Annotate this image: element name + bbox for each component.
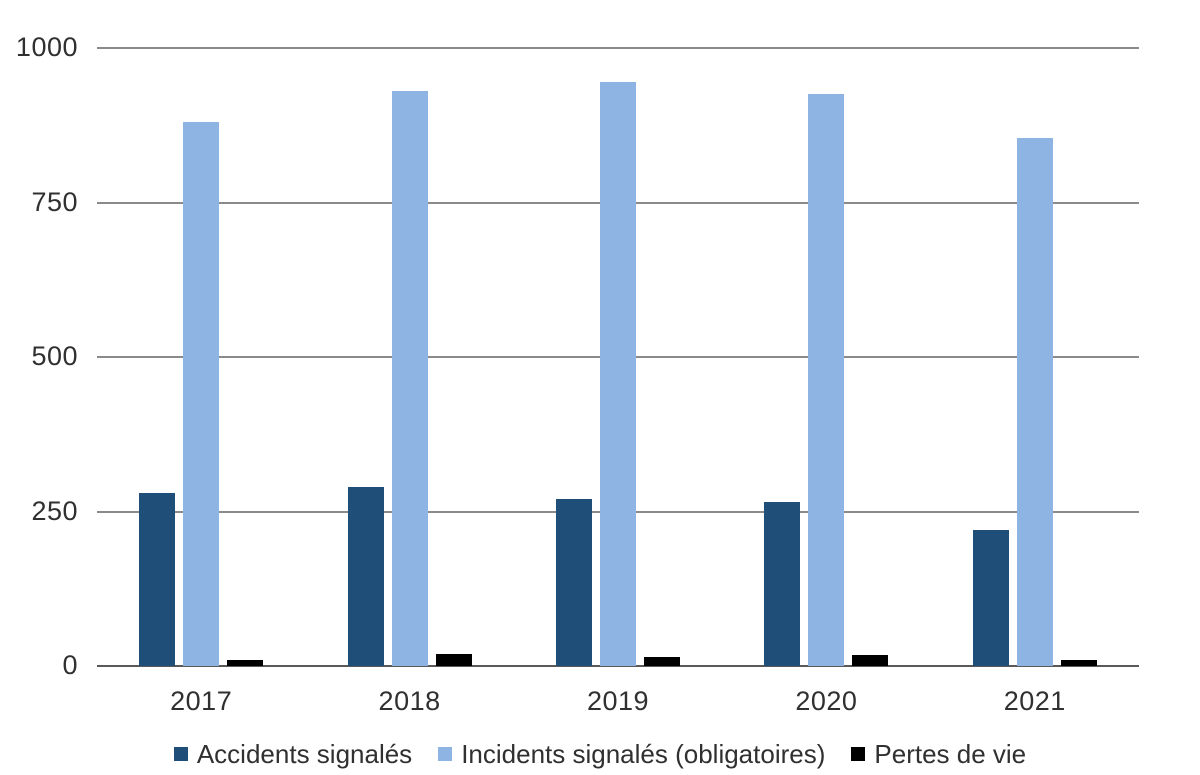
bar-group-2020 [764, 94, 889, 666]
bar-pertes-de-vie-2019 [644, 657, 680, 666]
bar-incidents-2018 [391, 91, 428, 666]
bar-pertes-de-vie-2017 [227, 660, 264, 666]
bar-group-2021 [972, 138, 1097, 666]
bar-incidents-2019 [600, 82, 636, 666]
bar-accidents-2017 [139, 493, 176, 666]
bar-group-2018 [347, 91, 472, 666]
legend-label-pertes-de-vie: Pertes de vie [874, 739, 1027, 769]
x-axis-label-2018: 2018 [378, 686, 441, 716]
legend-swatch-incidents [438, 747, 453, 762]
bar-pertes-de-vie-2021 [1060, 660, 1097, 666]
bar-accidents-2021 [972, 530, 1009, 666]
bar-incidents-2020 [808, 94, 845, 666]
bar-group-2017 [139, 122, 264, 666]
y-axis-label-0: 0 [62, 649, 78, 680]
legend-swatch-accidents [173, 747, 188, 762]
legend-item-accidents: Accidents signalés [173, 739, 413, 769]
bar-accidents-2018 [347, 487, 384, 666]
legend-swatch-pertes-de-vie [851, 747, 866, 762]
x-axis-label-2020: 2020 [795, 686, 858, 716]
chart-legend: Accidents signalés Incidents signalés (ob… [0, 740, 1200, 769]
x-axis-label-2019: 2019 [586, 686, 650, 716]
legend-label-accidents: Accidents signalés [196, 739, 413, 769]
y-axis-label-500: 500 [31, 340, 78, 371]
bar-accidents-2019 [556, 499, 592, 666]
legend-label-incidents: Incidents signalés (obligatoires) [461, 739, 826, 769]
legend-item-pertes-de-vie: Pertes de vie [851, 740, 1026, 769]
bar-pertes-de-vie-2020 [852, 655, 889, 666]
y-axis-label-250: 250 [31, 495, 78, 526]
gridline-1000 [97, 47, 1139, 49]
bar-incidents-2017 [183, 122, 220, 666]
bar-incidents-2021 [1016, 138, 1053, 666]
bar-pertes-de-vie-2018 [435, 654, 472, 666]
x-axis-label-2021: 2021 [1003, 686, 1066, 716]
y-axis-label-750: 750 [31, 186, 78, 217]
bar-group-2019 [556, 82, 680, 666]
bar-accidents-2020 [764, 502, 801, 666]
legend-item-incidents: Incidents signalés (obligatoires) [438, 740, 825, 769]
y-axis-label-1000: 1000 [15, 31, 78, 62]
x-axis-label-2017: 2017 [170, 686, 233, 716]
x-axis-line [97, 665, 1139, 667]
